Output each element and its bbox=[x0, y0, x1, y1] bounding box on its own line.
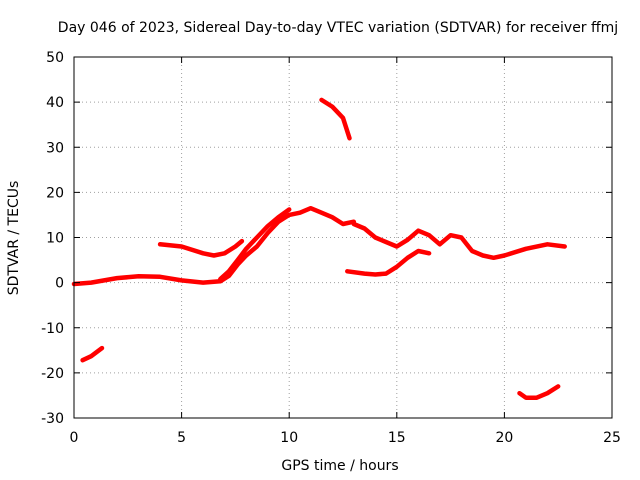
y-tick-label: 40 bbox=[46, 95, 64, 111]
x-tick-label: 15 bbox=[388, 430, 406, 446]
x-tick-label: 10 bbox=[280, 430, 298, 446]
data-series bbox=[71, 97, 567, 400]
y-tick-label: 30 bbox=[46, 140, 64, 156]
series-track-8 bbox=[517, 384, 561, 400]
series-track-7 bbox=[80, 345, 105, 363]
x-tick-label: 0 bbox=[70, 430, 79, 446]
x-tick-label: 5 bbox=[177, 430, 186, 446]
y-axis-label: SDTVAR / TECUs bbox=[6, 181, 22, 296]
series-track-2 bbox=[157, 238, 245, 258]
series-track-5 bbox=[345, 248, 432, 277]
axis-ticks bbox=[73, 56, 613, 419]
series-track-1 bbox=[71, 205, 357, 287]
grid bbox=[74, 57, 612, 418]
series-track-3 bbox=[218, 207, 292, 282]
y-tick-label: 10 bbox=[46, 231, 64, 247]
x-axis-label: GPS time / hours bbox=[281, 458, 398, 474]
x-tick-label: 25 bbox=[603, 430, 621, 446]
y-tick-label: -20 bbox=[41, 366, 64, 382]
y-tick-label: 50 bbox=[46, 50, 64, 66]
y-tick-label: -10 bbox=[41, 321, 64, 337]
y-tick-label: 20 bbox=[46, 185, 64, 201]
y-tick-label: -30 bbox=[41, 411, 64, 427]
x-tick-label: 20 bbox=[495, 430, 513, 446]
y-tick-label: 0 bbox=[55, 276, 64, 292]
series-track-6 bbox=[319, 97, 352, 141]
axis-labels: 0 5 10 15 20 25 -30 -20 -10 0 10 20 30 40 50 bbox=[41, 50, 621, 446]
series-track-4 bbox=[351, 221, 567, 261]
chart-title: Day 046 of 2023, Sidereal Day-to-day VTE… bbox=[58, 20, 618, 36]
